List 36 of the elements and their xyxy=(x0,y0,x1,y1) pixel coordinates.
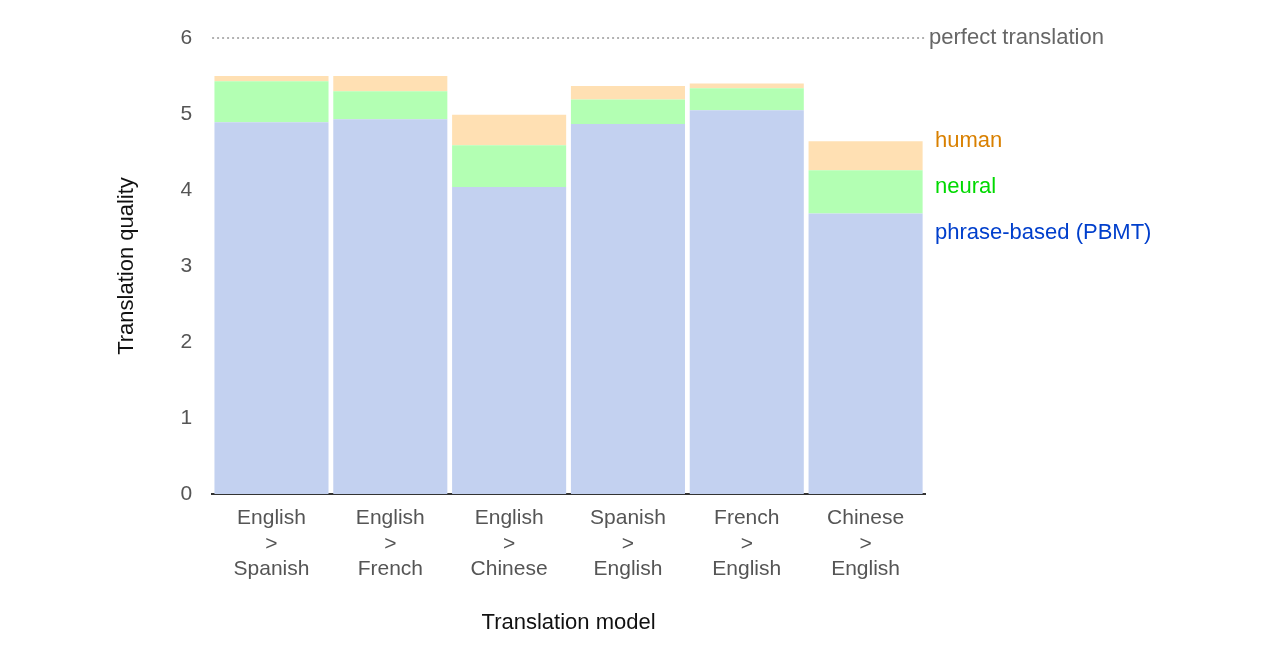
bar xyxy=(689,110,804,494)
x-tick-label: Spanish > English xyxy=(590,505,666,579)
y-tick-label: 1 xyxy=(180,404,193,428)
bar xyxy=(214,76,329,82)
x-tick-label: Chinese > English xyxy=(827,505,905,579)
bar xyxy=(808,170,923,214)
bar xyxy=(808,213,923,494)
y-tick-label: 6 xyxy=(180,24,193,48)
bar xyxy=(570,123,685,494)
bar xyxy=(452,145,567,187)
bar xyxy=(570,99,685,124)
bar xyxy=(452,114,567,146)
series-label: neural xyxy=(935,173,997,199)
y-tick-label: 4 xyxy=(180,176,193,200)
series-label: human xyxy=(935,127,1003,153)
bar xyxy=(333,119,448,494)
bar xyxy=(214,81,329,123)
y-tick-label: 2 xyxy=(180,328,193,352)
bar xyxy=(452,186,567,494)
x-tick-label: French > English xyxy=(712,505,782,579)
ref-line-label: perfect translation xyxy=(929,24,1104,50)
y-tick-label: 0 xyxy=(180,480,193,504)
bar xyxy=(333,76,448,92)
y-tick-label: 5 xyxy=(180,100,193,124)
bar xyxy=(808,141,923,171)
x-axis-title: Translation model xyxy=(481,608,656,634)
y-axis-title: Translation quality xyxy=(113,177,139,355)
bar xyxy=(570,85,685,100)
bar xyxy=(214,122,329,494)
x-tick-label: English > Spanish xyxy=(233,505,310,579)
bar xyxy=(333,91,448,120)
bar xyxy=(689,88,804,111)
y-tick-label: 3 xyxy=(180,252,193,276)
series-label: phrase-based (PBMT) xyxy=(935,218,1152,244)
x-tick-label: English > Chinese xyxy=(470,505,548,579)
x-tick-label: English > French xyxy=(355,505,425,579)
